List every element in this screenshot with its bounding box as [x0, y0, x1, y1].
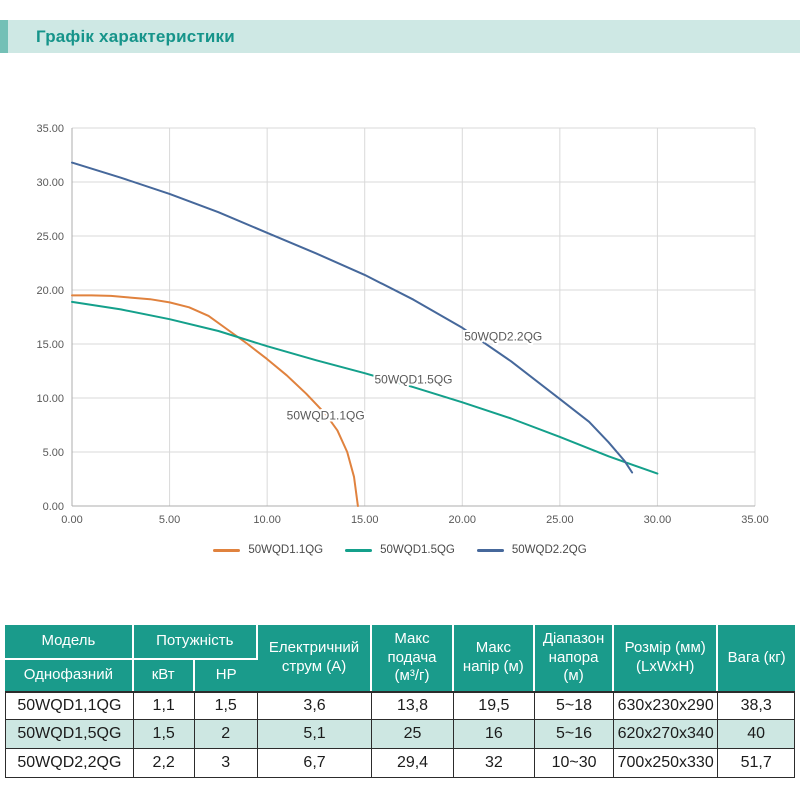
col-header-kw: кВт	[133, 660, 195, 691]
table-cell: 620x270x340	[614, 720, 719, 749]
chart-canvas: 0.00 5.00 10.00 15.00 20.00 25.00 30.00 35.00 0.…	[36, 123, 769, 526]
curve-50WQD1.5QG	[71, 300, 659, 475]
x-tick-label: 5.00	[159, 514, 180, 526]
y-tick-label: 35.00	[36, 123, 64, 135]
y-tick-label: 5.00	[43, 447, 64, 459]
x-tick-label: 35.00	[741, 514, 769, 526]
col-header-weight: Вага (кг)	[718, 625, 795, 691]
curve-label: 50WQD2.2QG	[464, 329, 542, 343]
table-cell: 29,4	[372, 749, 454, 778]
y-tick-label: 20.00	[36, 285, 64, 297]
table-cell: 2	[194, 720, 258, 749]
curve-50WQD1.1QG	[71, 294, 359, 507]
legend-line-swatch-blue	[476, 548, 504, 552]
legend-label: 50WQD1.5QG	[380, 544, 455, 556]
x-tick-label: 10.00	[253, 514, 281, 526]
table-cell: 5,1	[257, 720, 373, 749]
table-cell: 10~30	[535, 749, 615, 778]
table-cell: 19,5	[453, 691, 536, 720]
y-tick-label: 10.00	[36, 393, 64, 405]
table-cell: 2,2	[133, 749, 195, 778]
table-header-subrow: Однофазний кВт HP	[5, 660, 795, 691]
table-cell: 5~16	[535, 720, 615, 749]
col-header-max-flow: Макс подача (м³/г)	[372, 625, 454, 691]
legend-item: 50WQD1.1QG	[213, 544, 323, 556]
table-cell: 5~18	[535, 691, 615, 720]
col-header-current: Електричний струм (А)	[257, 625, 373, 691]
page-title: Графік характеристики	[36, 26, 235, 46]
table-cell: 16	[453, 720, 536, 749]
col-header-max-head: Макс напір (м)	[453, 625, 536, 691]
model-cell: 50WQD2,2QG	[5, 749, 134, 778]
col-header-model: Модель	[5, 625, 134, 660]
table-cell: 1,5	[194, 691, 258, 720]
table-cell: 40	[718, 720, 795, 749]
col-header-hp: HP	[194, 660, 258, 691]
x-tick-label: 25.00	[546, 514, 574, 526]
legend-label: 50WQD2.2QG	[511, 544, 587, 556]
table-cell: 1,1	[133, 691, 195, 720]
y-tick-label: 15.00	[36, 339, 64, 351]
legend-item: 50WQD1.5QG	[345, 544, 455, 556]
specs-table: Модель Потужність Електричний струм (А) …	[5, 625, 795, 778]
col-header-head-range: Діапазон напора (м)	[535, 625, 615, 691]
table-cell: 13,8	[372, 691, 454, 720]
x-tick-label: 0.00	[61, 514, 82, 526]
chart-legend: 50WQD1.1QG 50WQD1.5QG 50WQD2.2QG	[0, 541, 800, 559]
table-cell: 1,5	[133, 720, 195, 749]
table-cell: 38,3	[718, 691, 795, 720]
curve-label: 50WQD1.1QG	[287, 408, 365, 422]
pump-curves-chart: 0.00 5.00 10.00 15.00 20.00 25.00 30.00 35.00 0.…	[0, 95, 800, 530]
col-header-model-phase: Однофазний	[5, 660, 134, 691]
model-cell: 50WQD1,1QG	[5, 691, 134, 720]
col-header-size: Розмір (мм) (LxWxH)	[614, 625, 719, 691]
legend-label: 50WQD1.1QG	[248, 544, 324, 556]
y-tick-label: 30.00	[36, 177, 64, 189]
table-cell: 3,6	[257, 691, 373, 720]
model-cell: 50WQD1,5QG	[5, 720, 134, 749]
table-row: 50WQD1,5QG 1,5 2 5,1 25 16 5~16 620x270x340 40	[5, 720, 795, 749]
curve-50WQD2.2QG	[71, 161, 634, 474]
x-tick-label: 20.00	[449, 514, 477, 526]
table-cell: 51,7	[718, 749, 795, 778]
section-title-band: Графік характеристики	[0, 20, 800, 53]
x-tick-label: 30.00	[644, 514, 672, 526]
table-cell: 700x250x330	[614, 749, 719, 778]
y-tick-label: 0.00	[43, 501, 64, 513]
legend-line-swatch-orange	[213, 548, 241, 552]
table-cell: 630x230x290	[614, 691, 719, 720]
table-cell: 25	[372, 720, 454, 749]
legend-item: 50WQD2.2QG	[476, 544, 587, 556]
table-cell: 3	[194, 749, 258, 778]
y-tick-label: 25.00	[36, 231, 64, 243]
x-tick-label: 15.00	[351, 514, 379, 526]
table-row: 50WQD2,2QG 2,2 3 6,7 29,4 32 10~30 700x250x330 5…	[5, 749, 795, 778]
table-header-row: Модель Потужність Електричний струм (А) …	[5, 625, 795, 691]
table-cell: 6,7	[257, 749, 373, 778]
table-row: 50WQD1,1QG 1,1 1,5 3,6 13,8 19,5 5~18 630x230x2…	[5, 691, 795, 720]
table-cell: 32	[453, 749, 536, 778]
legend-line-swatch-teal	[345, 548, 373, 552]
col-header-power: Потужність	[133, 625, 258, 660]
curve-label: 50WQD1.5QG	[374, 373, 452, 387]
